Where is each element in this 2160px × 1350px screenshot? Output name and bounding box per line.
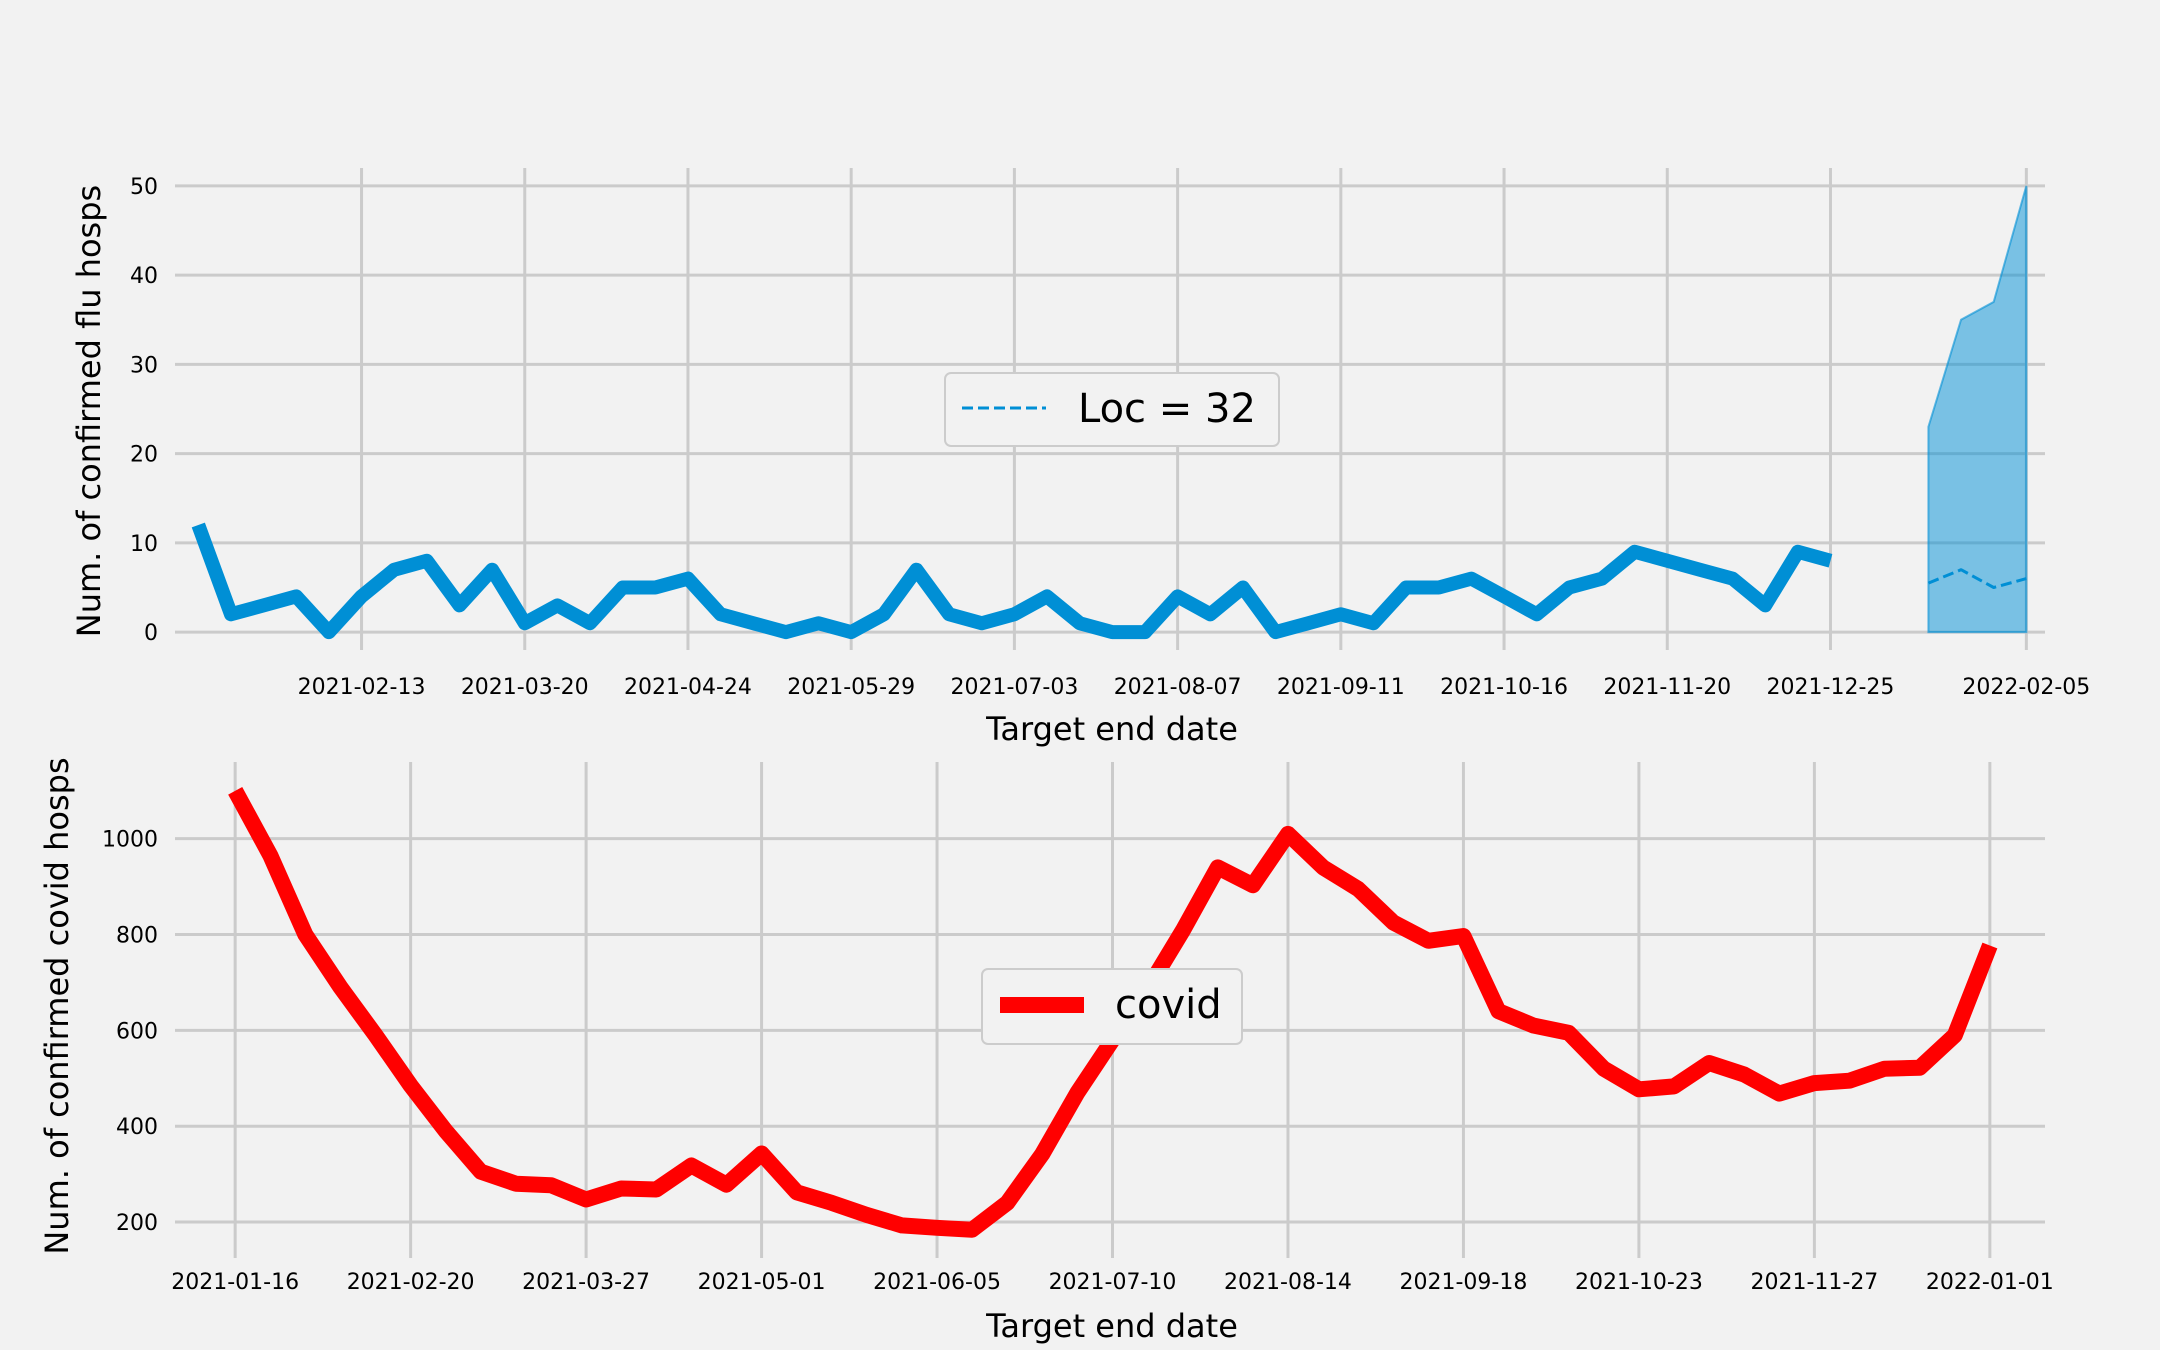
covid-tick-labels: 200 400 600 800 1000 2021-01-16 2021-02-20 2021… — [102, 828, 2054, 1295]
covid-x-tick-label: 2022-01-01 — [1926, 1270, 2054, 1295]
flu-y-axis-label: Num. of confirmed flu hosps — [70, 185, 108, 637]
covid-y-tick-label: 600 — [116, 1019, 158, 1044]
covid-legend-box — [981, 968, 1243, 1045]
flu-x-axis-label: Target end date — [985, 710, 1238, 748]
covid-x-tick-label: 2021-01-16 — [171, 1270, 299, 1295]
flu-y-tick-label: 0 — [144, 621, 158, 646]
covid-legend: covid — [981, 968, 1243, 1045]
flu-series-group — [191, 522, 2027, 640]
flu-y-tick-label: 10 — [130, 532, 158, 557]
covid-y-tick-label: 400 — [116, 1115, 158, 1140]
covid-x-tick-label: 2021-02-20 — [347, 1270, 475, 1295]
flu-series-line-forecast-median — [1927, 568, 2027, 589]
flu-x-tick-label: 2021-04-24 — [624, 675, 752, 700]
flu-forecast-band — [1927, 185, 2028, 634]
covid-x-tick-label: 2021-10-23 — [1575, 1270, 1703, 1295]
flu-y-tick-label: 20 — [130, 443, 158, 468]
flu-x-tick-label: 2021-10-16 — [1440, 675, 1568, 700]
flu-series-line-observed — [191, 522, 1833, 640]
covid-legend-label: covid — [1115, 982, 1222, 1028]
covid-x-tick-label: 2021-06-05 — [873, 1270, 1001, 1295]
flu-y-tick-label: 40 — [130, 264, 158, 289]
covid-y-tick-label: 200 — [116, 1211, 158, 1236]
covid-chart-panel: 200 400 600 800 1000 2021-01-16 2021-02-20 2021… — [38, 757, 2054, 1345]
flu-y-tick-label: 30 — [130, 353, 158, 378]
flu-x-tick-label: 2021-08-07 — [1114, 675, 1242, 700]
covid-y-axis-label: Num. of confirmed covid hosps — [38, 757, 76, 1254]
covid-y-tick-label: 1000 — [102, 828, 158, 853]
flu-x-tick-label: 2021-12-25 — [1767, 675, 1895, 700]
covid-x-tick-label: 2021-03-27 — [522, 1270, 650, 1295]
flu-x-tick-label: 2021-09-11 — [1277, 675, 1405, 700]
covid-grid — [175, 762, 2045, 1258]
covid-x-tick-label: 2021-09-18 — [1400, 1270, 1528, 1295]
flu-tick-labels: 0 10 20 30 40 50 2021-02-13 2021-03-20 2021-04-2… — [130, 175, 2090, 700]
covid-x-tick-label: 2021-08-14 — [1224, 1270, 1352, 1295]
flu-legend-box — [944, 372, 1280, 447]
covid-x-tick-label: 2021-11-27 — [1750, 1270, 1878, 1295]
covid-x-tick-label: 2021-07-10 — [1049, 1270, 1177, 1295]
flu-x-tick-label: 2021-07-03 — [950, 675, 1078, 700]
flu-legend-label: Loc = 32 — [1078, 386, 1256, 432]
flu-legend: Loc = 32 — [944, 372, 1280, 447]
flu-y-tick-label: 50 — [130, 175, 158, 200]
flu-chart-panel: 0 10 20 30 40 50 2021-02-13 2021-03-20 2021-04-2… — [70, 168, 2090, 748]
flu-x-tick-label: 2022-02-05 — [1962, 675, 2090, 700]
covid-y-tick-label: 800 — [116, 924, 158, 949]
covid-x-tick-label: 2021-05-01 — [698, 1270, 826, 1295]
flu-forecast-interval — [1927, 185, 2028, 634]
flu-x-tick-label: 2021-05-29 — [787, 675, 915, 700]
covid-x-axis-label: Target end date — [985, 1307, 1238, 1345]
flu-x-tick-label: 2021-03-20 — [461, 675, 589, 700]
flu-x-tick-label: 2021-11-20 — [1603, 675, 1731, 700]
flu-x-tick-label: 2021-02-13 — [298, 675, 426, 700]
